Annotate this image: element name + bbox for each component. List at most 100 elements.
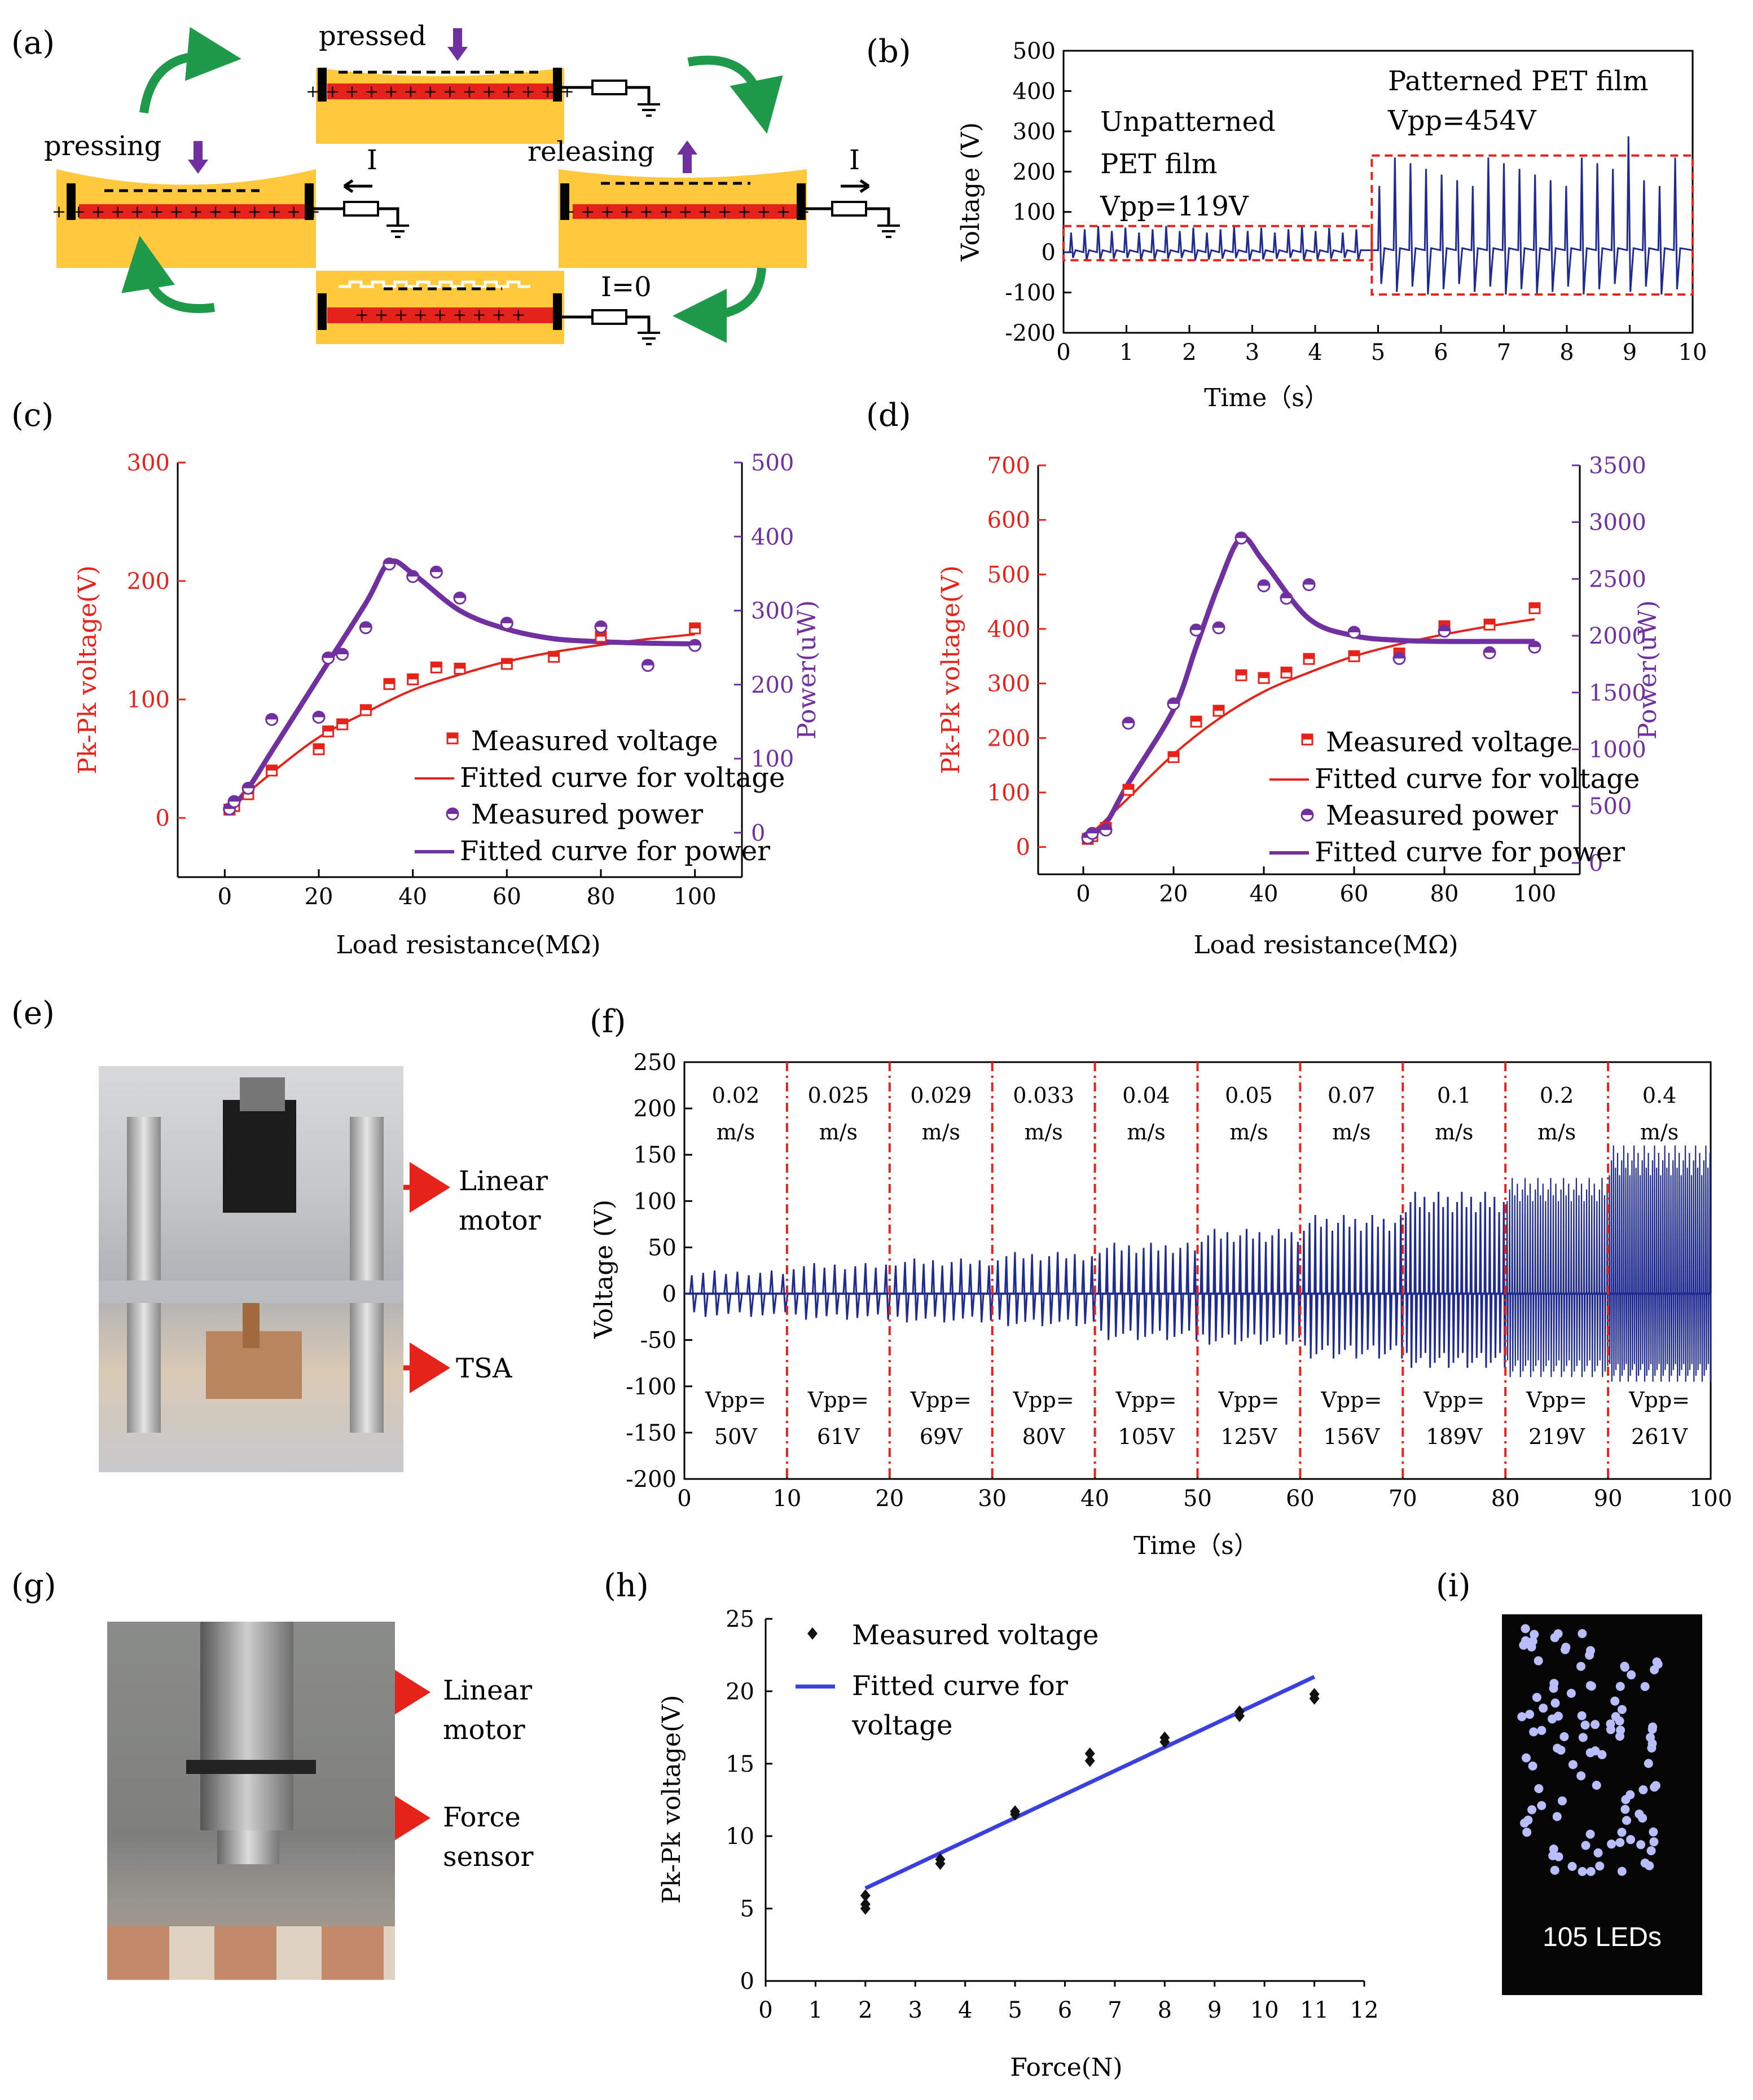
led <box>1645 1861 1654 1870</box>
x-tick-label: 60 <box>493 884 521 910</box>
x-tick-label: 1 <box>809 1997 823 2023</box>
panel-label-f: (f) <box>590 1003 626 1040</box>
vpp-label: Vpp= <box>1115 1388 1177 1412</box>
data-point <box>1309 1688 1320 1701</box>
vpp-label: Vpp= <box>1320 1388 1382 1412</box>
led <box>1522 1753 1531 1763</box>
panel-label-d: (d) <box>866 397 911 434</box>
panel-label-b: (b) <box>866 33 911 70</box>
cycle-arrow-bottom-right <box>673 267 766 343</box>
led <box>1652 1657 1662 1667</box>
voltage-point-fill <box>431 662 442 668</box>
speed-label: 0.05 <box>1225 1083 1273 1108</box>
label-pressed: pressed <box>319 20 426 52</box>
speed-label: 0.4 <box>1642 1083 1676 1108</box>
led <box>1576 1662 1585 1671</box>
led <box>1529 1727 1539 1737</box>
x-tick-label: 11 <box>1300 1997 1329 2023</box>
voltage-point-fill <box>548 651 559 657</box>
led <box>1578 1629 1587 1639</box>
chart-f-velocity-voltage: 0 10 20 30 40 50 60 70 80 90 100 -200 -150 -100 -50 0 50… <box>590 1050 1732 1560</box>
y-tick-label: 200 <box>987 725 1030 751</box>
y-axis-label: Pk-Pk voltage(V) <box>937 565 965 774</box>
voltage-point-fill <box>502 659 512 664</box>
y2-tick-label: 2500 <box>1589 566 1646 592</box>
label-g-motor: motor <box>443 1714 525 1746</box>
led <box>1597 1750 1607 1759</box>
legend-fitted-power: Fitted curve for power <box>460 835 770 867</box>
led <box>1534 1784 1544 1793</box>
x-tick-label: 10 <box>1250 1997 1279 2023</box>
x-tick-label: 9 <box>1207 1997 1222 2023</box>
led <box>1616 1725 1625 1735</box>
voltage-fit-line <box>1082 618 1535 843</box>
power-point-fill <box>360 622 372 628</box>
voltage-point-fill <box>1259 673 1269 678</box>
annotation-unpatterned: Unpatterned <box>1100 106 1276 138</box>
y-tick-label: 700 <box>987 453 1030 479</box>
speed-label: 0.025 <box>807 1083 869 1108</box>
y-tick-label: 10 <box>726 1824 754 1850</box>
chart-c-load-resistance: 0 20 40 60 80 100 0 100 200 300 0 100 200 300 400 500 Lo… <box>73 450 821 959</box>
speed-label: 0.02 <box>712 1083 760 1108</box>
speed-label: 0.04 <box>1122 1083 1170 1108</box>
y-tick-label: 100 <box>634 1188 676 1214</box>
speed-unit: m/s <box>1127 1120 1165 1144</box>
svg-text:+ + + + + + + + + + + + + +: + + + + + + + + + + + + + + <box>306 82 574 102</box>
led <box>1527 1642 1536 1652</box>
x-tick-label: 20 <box>1159 881 1188 907</box>
voltage-point-fill <box>1349 651 1359 657</box>
released-device: + + + + + + + + + I=0 <box>316 271 660 345</box>
led <box>1519 1640 1528 1650</box>
vpp-value: 189V <box>1426 1424 1483 1449</box>
y-axis-label: Voltage (V) <box>956 122 985 262</box>
y-tick-label: 500 <box>987 562 1030 588</box>
panel-label-i: (i) <box>1436 1568 1471 1604</box>
led <box>1617 1705 1627 1714</box>
cycle-arrow-bottom-left <box>121 235 216 314</box>
y2-tick-label: 1000 <box>1589 737 1646 763</box>
led <box>1553 1744 1562 1753</box>
legend-fitted-voltage: Fitted curve for voltage <box>460 762 785 794</box>
panel-label-a: (a) <box>11 25 55 61</box>
power-point-fill <box>1439 626 1450 632</box>
y2-tick-label: 300 <box>751 598 794 624</box>
led <box>1520 1819 1529 1828</box>
voltage-point-fill <box>1304 654 1314 659</box>
led <box>1627 1670 1636 1680</box>
photo-e-test-rig <box>99 1066 403 1472</box>
patterned-region-box <box>1370 154 1694 296</box>
voltage-trace-segment <box>1608 1145 1712 1382</box>
led <box>1534 1656 1543 1666</box>
voltage-point-fill <box>361 705 371 710</box>
x-tick-label: 3 <box>1245 340 1259 366</box>
y-tick-label: 200 <box>1013 159 1056 185</box>
voltage-trace-segment <box>992 1252 1096 1327</box>
label-g-sensor: sensor <box>443 1841 533 1873</box>
x-tick-label: 20 <box>875 1486 904 1512</box>
power-point-fill <box>1258 580 1269 586</box>
x-tick-label: 80 <box>1491 1486 1520 1512</box>
speed-unit: m/s <box>1024 1120 1062 1144</box>
y-tick-label: 25 <box>726 1606 754 1632</box>
label-e-linear: Linear <box>459 1165 548 1197</box>
led <box>1644 1759 1653 1768</box>
led <box>1549 1679 1559 1688</box>
x-tick-label: 12 <box>1350 1997 1379 2023</box>
led <box>1615 1838 1625 1847</box>
x-tick-label: 10 <box>1679 340 1707 366</box>
legend-fitted-voltage: voltage <box>851 1710 952 1741</box>
x-tick-label: 8 <box>1158 1997 1172 2023</box>
voltage-trace-segment <box>1300 1214 1404 1359</box>
led <box>1586 1866 1596 1876</box>
y-tick-label: 0 <box>1016 835 1030 861</box>
y2-tick-label: 2000 <box>1589 623 1646 649</box>
led <box>1530 1630 1539 1639</box>
x-tick-label: 9 <box>1623 340 1637 366</box>
annotation-vpp-454: Vpp=454V <box>1387 105 1537 137</box>
data-point <box>860 1898 871 1910</box>
speed-unit: m/s <box>819 1120 858 1144</box>
power-point-fill <box>1348 627 1360 633</box>
legend-measured-voltage: Measured voltage <box>471 725 718 757</box>
